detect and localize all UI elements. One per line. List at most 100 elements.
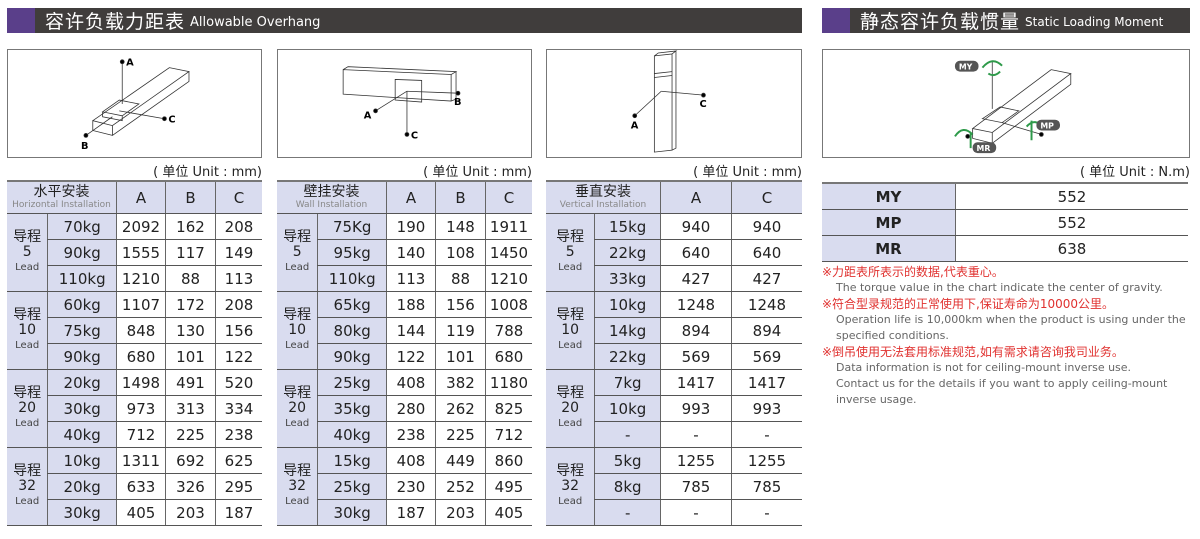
label-c: C — [168, 115, 175, 126]
column-header: C — [215, 180, 262, 214]
lead-zh-label: 导程 — [283, 307, 312, 323]
lead-zh-label: 导程 — [13, 229, 42, 245]
load-cell: 10kg — [594, 395, 661, 422]
table-row: 导程 10 Lead 60kg 1107 172 208 — [7, 291, 262, 370]
table-row: 110kg 113 88 1210 — [277, 265, 532, 292]
moment-label: MY — [822, 182, 956, 210]
value-cell: 156 — [215, 317, 262, 344]
load-cell: 10kg — [594, 291, 661, 318]
lead-label: Lead — [15, 340, 40, 351]
value-cell: 785 — [731, 473, 802, 500]
value-cell: 295 — [215, 473, 262, 500]
value-cell: 993 — [731, 395, 802, 422]
value-cell: 203 — [165, 499, 216, 526]
header-title-en: Allowable Overhang — [190, 14, 321, 30]
table-row: 20kg 633 326 295 — [7, 473, 262, 500]
table-row: 14kg 894 894 — [546, 317, 802, 344]
load-cell: 30kg — [47, 499, 117, 526]
value-cell: 640 — [731, 239, 802, 266]
load-cell: 20kg — [47, 473, 117, 500]
header-accent — [7, 8, 35, 33]
label-mr: MR — [977, 144, 991, 153]
lead-value: 32 — [18, 478, 37, 494]
table-row: 35kg 280 262 825 — [277, 395, 532, 422]
lead-value: 5 — [565, 244, 575, 260]
lead-label: Lead — [285, 340, 310, 351]
value-cell: 230 — [386, 473, 436, 500]
header-title-en: Static Loading Moment — [1025, 15, 1164, 29]
value-cell: 88 — [435, 265, 486, 292]
load-cell: 7kg — [594, 369, 661, 396]
column-header: A — [660, 180, 732, 214]
table-row: 10kg 993 993 — [546, 395, 802, 422]
table-row: 导程 32 Lead 5kg 1255 1255 — [546, 447, 802, 526]
label-b: B — [454, 97, 461, 108]
moment-label: MP — [822, 209, 956, 236]
value-cell: - — [731, 421, 802, 448]
table-row: 110kg 1210 88 113 — [7, 265, 262, 292]
load-cell: 30kg — [317, 499, 387, 526]
table-row: --- — [546, 421, 802, 448]
value-cell: 225 — [165, 421, 216, 448]
value-cell: 633 — [116, 473, 166, 500]
value-cell: 569 — [660, 343, 732, 370]
table-row: 33kg 427 427 — [546, 265, 802, 292]
value-cell: 144 — [386, 317, 436, 344]
value-cell: 712 — [116, 421, 166, 448]
table-row: 导程 20 Lead 25kg 408 382 1180 — [277, 369, 532, 448]
header-row: 水平安装 Horizontal Installation A B C — [7, 180, 262, 214]
table-row: 90kg 1555 117 149 — [7, 239, 262, 266]
table-row: 导程 10 Lead 65kg 188 156 1008 — [277, 291, 532, 370]
lead-zh-label: 导程 — [13, 463, 42, 479]
load-cell: 110kg — [47, 265, 117, 292]
table-row: 80kg 144 119 788 — [277, 317, 532, 344]
value-cell: 1498 — [116, 369, 166, 396]
value-cell: 382 — [435, 369, 486, 396]
lead-zh-label: 导程 — [556, 463, 585, 479]
load-cell: 22kg — [594, 343, 661, 370]
label-mp: MP — [1040, 122, 1054, 131]
value-cell: 149 — [215, 239, 262, 266]
note-en: inverse usage. — [836, 393, 917, 406]
table-row: 40kg 238 225 712 — [277, 421, 532, 448]
load-cell: 15kg — [594, 213, 661, 240]
load-cell: 5kg — [594, 447, 661, 474]
value-cell: 2092 — [116, 213, 166, 240]
lead-group-cell: 导程 20 Lead — [7, 369, 48, 448]
installation-name-en: Vertical Installation — [559, 200, 647, 210]
static-moment-table: MY 552 MP 552 MR 638 — [822, 182, 1188, 262]
value-cell: 148 — [435, 213, 486, 240]
table-row: 30kg 405 203 187 — [7, 499, 262, 526]
moment-row: MR 638 — [822, 235, 1188, 262]
label-a: A — [364, 111, 372, 122]
lead-group-cell: 导程 32 Lead — [277, 447, 318, 526]
value-cell: 1107 — [116, 291, 166, 318]
value-cell: 940 — [660, 213, 732, 240]
lead-group-cell: 导程 5 Lead — [546, 213, 595, 292]
value-cell: 252 — [435, 473, 486, 500]
header-title-zh: 静态容许负载惯量 — [860, 11, 1021, 33]
lead-label: Lead — [15, 496, 40, 507]
value-cell: 130 — [165, 317, 216, 344]
lead-value: 20 — [561, 400, 580, 416]
installation-name-en: Horizontal Installation — [12, 200, 111, 210]
load-cell: 14kg — [594, 317, 661, 344]
note-zh: ※符合型录规范的正常使用下,保证寿命为10000公里。 — [822, 297, 1115, 311]
lead-label: Lead — [558, 496, 583, 507]
column-header: A — [116, 180, 166, 214]
value-cell: 313 — [165, 395, 216, 422]
moment-row: MP 552 — [822, 209, 1188, 236]
value-cell: 238 — [215, 421, 262, 448]
value-cell: 88 — [165, 265, 216, 292]
load-cell: 25kg — [317, 473, 387, 500]
value-cell: 122 — [215, 343, 262, 370]
lead-value: 20 — [288, 400, 307, 416]
value-cell: 491 — [165, 369, 216, 396]
value-cell: 262 — [435, 395, 486, 422]
load-cell: 35kg — [317, 395, 387, 422]
table-row: 导程 20 Lead 7kg 1417 1417 — [546, 369, 802, 448]
table-row: 导程 5 Lead 15kg 940 940 — [546, 213, 802, 292]
moment-diagram: MY MP MR — [822, 49, 1190, 158]
load-cell: 22kg — [594, 239, 661, 266]
table-row: 22kg 569 569 — [546, 343, 802, 370]
